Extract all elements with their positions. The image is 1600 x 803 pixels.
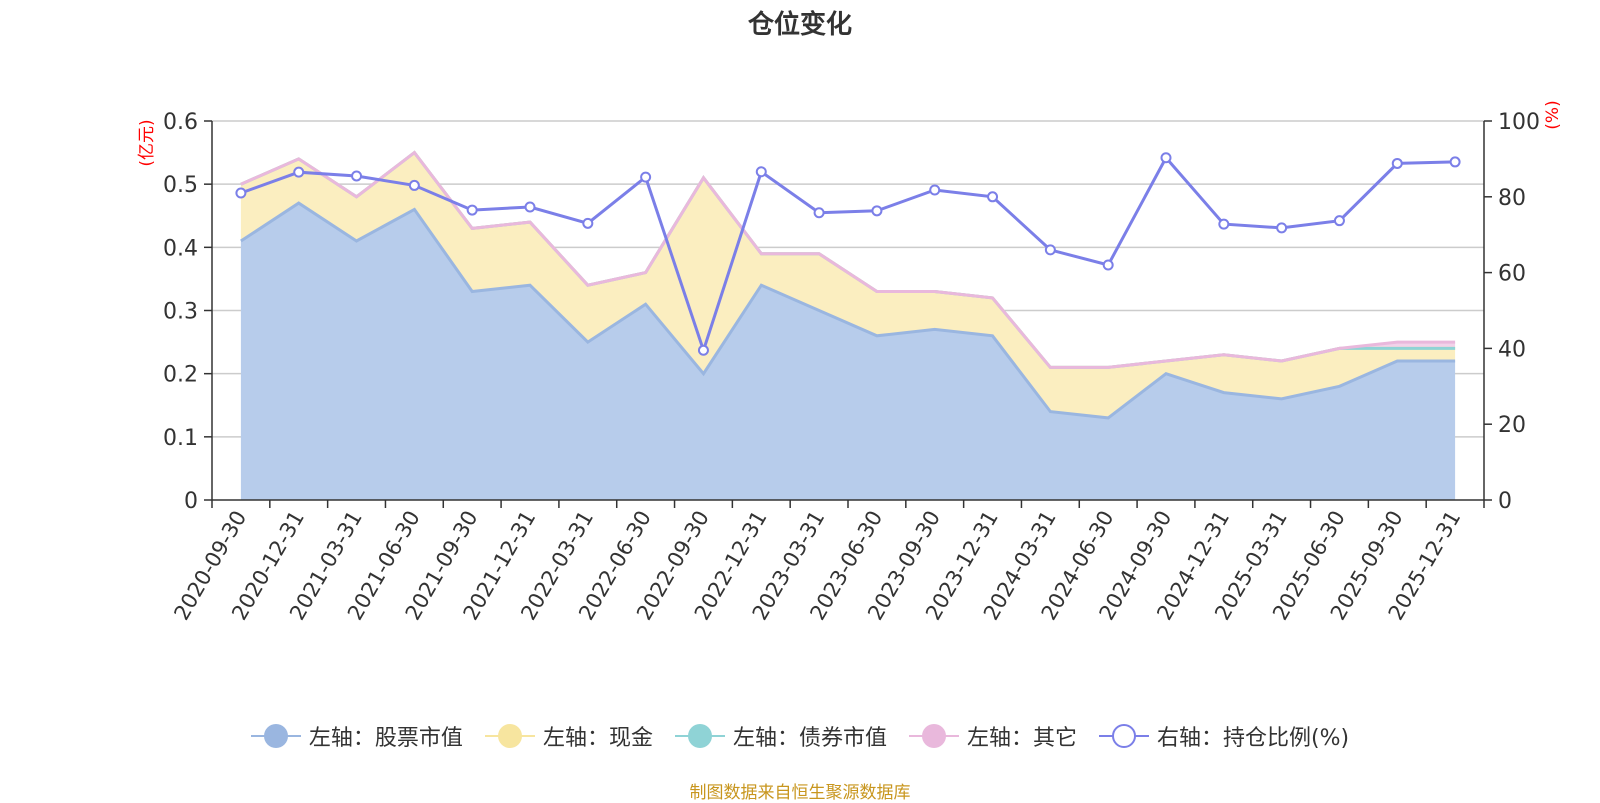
ratio-line-series (235, 152, 1461, 356)
right-tick-label: 100 (1498, 110, 1540, 135)
legend-item[interactable]: 左轴：债券市值 (674, 720, 887, 752)
right-tick-label: 0 (1498, 489, 1512, 514)
ratio-point[interactable] (1102, 259, 1114, 271)
ratio-point[interactable] (235, 187, 247, 199)
ratio-point[interactable] (466, 204, 478, 216)
area-line-左轴：其它 (240, 150, 1456, 369)
ratio-point[interactable] (1391, 157, 1403, 169)
ratio-point[interactable] (929, 184, 941, 196)
right-axis-label: (%) (1543, 100, 1563, 129)
area-fill-左轴：股票市值 (240, 203, 1456, 500)
left-tick-label: 0.5 (163, 173, 198, 198)
chart-title: 仓位变化 (747, 10, 852, 40)
right-tick-label: 80 (1498, 186, 1526, 211)
legend: 左轴：股票市值 左轴：现金 左轴：债券市值 左轴：其它 右轴：持仓比例(%) (0, 720, 1600, 752)
right-tick-label: 20 (1498, 413, 1526, 438)
legend-symbol (484, 723, 535, 749)
legend-symbol (908, 723, 959, 749)
area-series (240, 150, 1456, 500)
ratio-point[interactable] (1218, 218, 1230, 230)
ratio-point[interactable] (351, 170, 363, 182)
legend-symbol (250, 723, 301, 749)
legend-symbol (674, 723, 725, 749)
legend-label: 左轴：股票市值 (308, 726, 463, 751)
area-fill-左轴：现金 (240, 152, 1456, 418)
left-tick-label: 0.3 (163, 300, 198, 325)
ratio-point[interactable] (1276, 222, 1288, 234)
left-tick-label: 0.2 (163, 363, 198, 388)
legend-label: 左轴：债券市值 (732, 726, 887, 751)
area-line-左轴：股票市值 (240, 201, 1456, 420)
ratio-point[interactable] (408, 179, 420, 191)
right-tick-label: 40 (1498, 337, 1526, 362)
data-source-note: 制图数据来自恒生聚源数据库 (689, 783, 911, 803)
legend-label: 右轴：持仓比例(%) (1156, 726, 1350, 751)
legend-item[interactable]: 左轴：其它 (908, 720, 1077, 752)
legend-symbol (1098, 723, 1149, 749)
legend-label: 左轴：现金 (542, 726, 653, 751)
ratio-point[interactable] (697, 344, 709, 356)
ratio-point[interactable] (1044, 244, 1056, 256)
left-tick-label: 0 (184, 489, 198, 514)
legend-item[interactable]: 左轴：股票市值 (250, 720, 463, 752)
ratio-point[interactable] (1333, 215, 1345, 227)
left-tick-label: 0.1 (163, 426, 198, 451)
legend-item[interactable]: 右轴：持仓比例(%) (1098, 720, 1350, 752)
axes (204, 120, 1492, 508)
ratio-point[interactable] (987, 191, 999, 203)
ratio-point[interactable] (640, 171, 652, 183)
ratio-line (240, 155, 1456, 356)
ratio-point[interactable] (293, 166, 305, 178)
legend-label: 左轴：其它 (966, 726, 1077, 751)
y-axis-labels: 0 0.1 0.2 0.3 0.4 0.5 0.6 0 20 40 60 80 100 (163, 110, 1540, 514)
left-axis-label: (亿元) (137, 119, 157, 166)
ratio-point[interactable] (755, 166, 767, 178)
left-tick-label: 0.4 (163, 236, 198, 261)
ratio-point[interactable] (582, 217, 594, 229)
ratio-point[interactable] (1449, 156, 1461, 168)
left-tick-label: 0.6 (163, 110, 198, 135)
chart-plot: 2020-09-302020-12-312021-03-312021-06-30… (137, 100, 1563, 625)
ratio-point[interactable] (871, 205, 883, 217)
ratio-point[interactable] (813, 207, 825, 219)
x-axis-labels: 2020-09-302020-12-312021-03-312021-06-30… (169, 507, 1465, 625)
ratio-point[interactable] (524, 201, 536, 213)
right-tick-label: 60 (1498, 262, 1526, 287)
ratio-point[interactable] (1160, 152, 1172, 164)
legend-item[interactable]: 左轴：现金 (484, 720, 653, 752)
